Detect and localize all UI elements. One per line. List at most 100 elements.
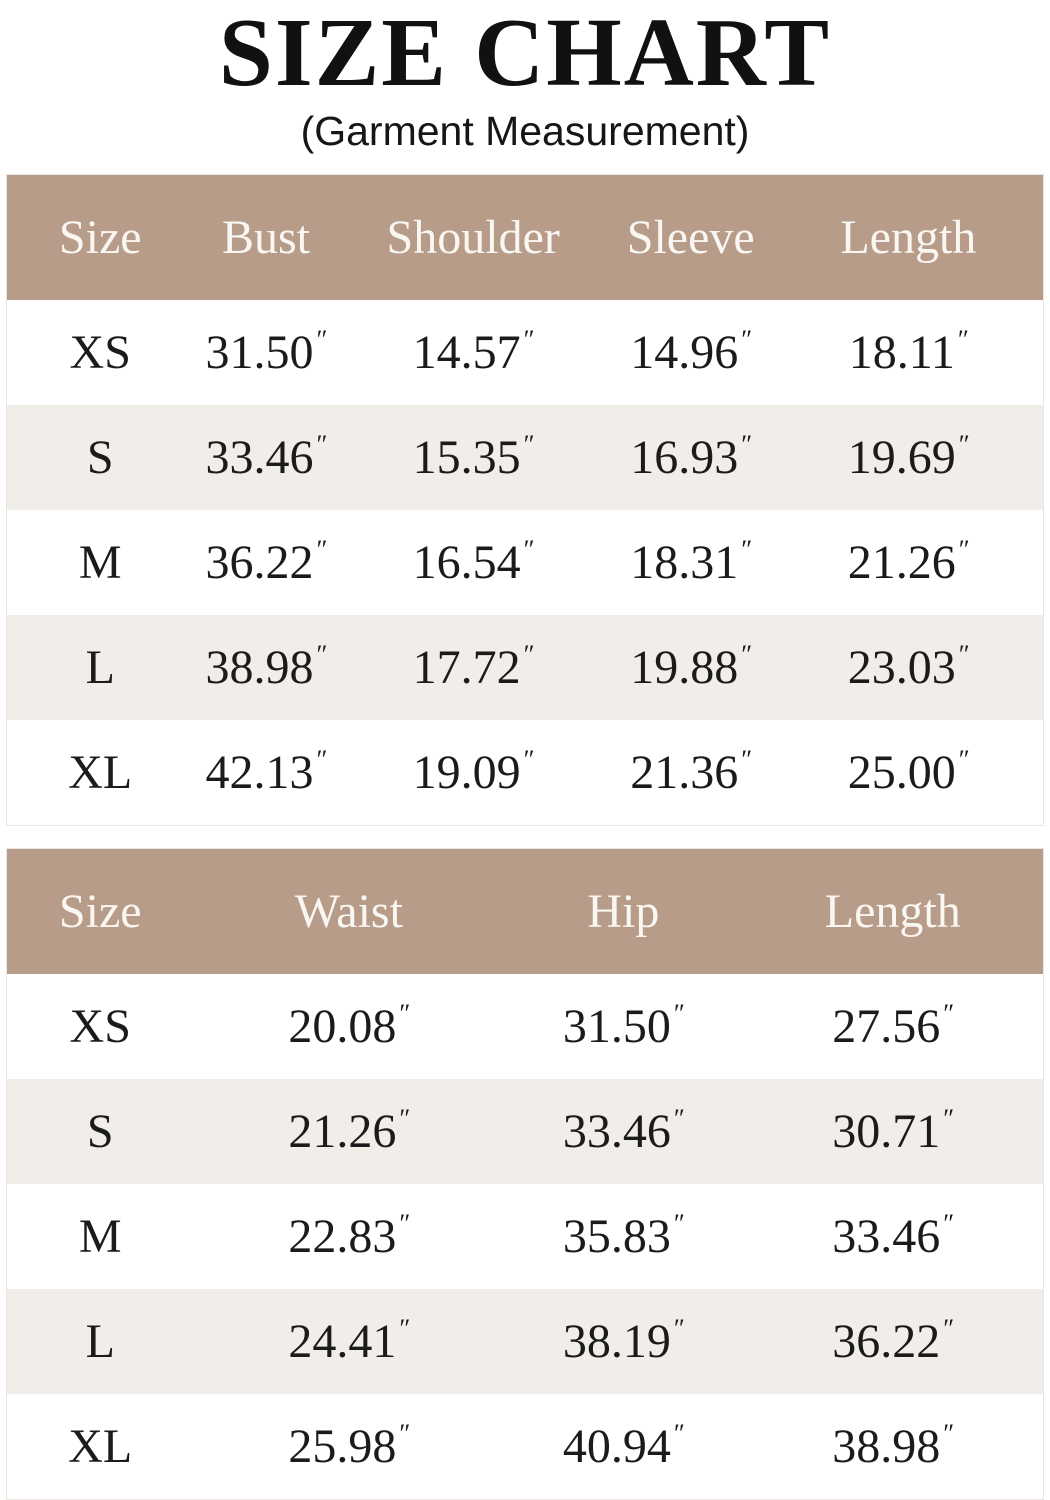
measurement-cell: 33.46 ″ <box>193 405 338 510</box>
size-cell: XS <box>69 326 131 379</box>
table-row: L 24.41 ″ 38.19 ″ 36.22 ″ <box>7 1289 1043 1394</box>
measurement-value: 19.88 <box>630 641 739 694</box>
table-row: M 22.83 ″ 35.83 ″ 33.46 ″ <box>7 1184 1043 1289</box>
inch-mark: ″ <box>523 638 535 669</box>
measurement-cell: 21.36 ″ <box>608 720 774 825</box>
inch-mark: ″ <box>399 1207 410 1238</box>
measurement-cell: 21.26 ″ <box>774 510 1043 615</box>
size-cell: M <box>78 1210 122 1263</box>
measurement-value: 22.83 <box>288 1210 397 1263</box>
measurement-value: 19.09 <box>412 746 521 799</box>
measurement-cell: 38.98 ″ <box>743 1394 1043 1499</box>
measurement-cell: 38.98 ″ <box>193 615 338 720</box>
inch-mark: ″ <box>316 323 327 354</box>
inch-mark: ″ <box>316 533 327 564</box>
measurement-value: 42.13 <box>205 746 314 799</box>
size-cell: L <box>85 1315 115 1368</box>
size-cell: M <box>78 536 122 589</box>
measurement-value: 18.31 <box>630 536 739 589</box>
measurement-cell: 31.50 ″ <box>504 974 742 1079</box>
inch-mark: ″ <box>523 323 535 354</box>
measurement-value: 19.69 <box>847 431 956 484</box>
page-subtitle: (Garment Measurement) <box>300 108 750 154</box>
column-header: Bust <box>193 175 339 300</box>
measurement-cell: 14.57 ″ <box>339 300 608 405</box>
measurement-value: 35.83 <box>562 1210 671 1263</box>
inch-mark: ″ <box>741 743 752 774</box>
measurement-value: 38.19 <box>562 1315 671 1368</box>
measurement-cell: 18.11 ″ <box>774 300 1043 405</box>
measurement-value: 40.94 <box>562 1420 671 1473</box>
measurement-cell: 42.13 ″ <box>193 720 338 825</box>
size-chart-table-bottom: Size Waist Hip Length XS 20.08 ″ 31.50 ″ 27.56 ″ S… <box>7 849 1043 1499</box>
measurement-value: 36.22 <box>832 1315 941 1368</box>
measurement-cell: 20.08 ″ <box>193 974 504 1079</box>
measurement-value: 31.50 <box>205 326 314 379</box>
measurement-value: 21.36 <box>630 746 739 799</box>
inch-mark: ″ <box>741 428 752 459</box>
column-header: Sleeve <box>607 175 774 300</box>
inch-mark: ″ <box>673 1102 685 1133</box>
inch-mark: ″ <box>673 1312 685 1343</box>
table-row: L 38.98 ″ 17.72 ″ 19.88 ″ 23.03 ″ <box>7 615 1043 720</box>
inch-mark: ″ <box>399 997 410 1028</box>
table-row: M 36.22 ″ 16.54 ″ 18.31 ″ 21.26 ″ <box>7 510 1043 615</box>
measurement-cell: 23.03 ″ <box>774 615 1043 720</box>
measurement-value: 16.54 <box>412 536 521 589</box>
measurement-value: 33.46 <box>205 431 314 484</box>
measurement-cell: 19.88 ″ <box>608 615 774 720</box>
inch-mark: ″ <box>673 1207 685 1238</box>
measurement-value: 38.98 <box>205 641 314 694</box>
size-cell: XS <box>69 1000 131 1053</box>
column-header: Hip <box>504 849 743 974</box>
inch-mark: ″ <box>399 1102 410 1133</box>
measurement-cell: 27.56 ″ <box>743 974 1043 1079</box>
measurement-cell: 36.22 ″ <box>193 510 338 615</box>
measurement-cell: 25.98 ″ <box>193 1394 504 1499</box>
page-title: SIZE CHART <box>218 0 832 106</box>
inch-mark: ″ <box>523 428 535 459</box>
measurement-cell: 33.46 ″ <box>504 1079 742 1184</box>
measurement-value: 17.72 <box>412 641 521 694</box>
measurement-value: 23.03 <box>847 641 956 694</box>
size-cell: L <box>85 641 115 694</box>
measurement-value: 31.50 <box>562 1000 671 1053</box>
measurement-value: 25.98 <box>288 1420 397 1473</box>
measurement-cell: 31.50 ″ <box>193 300 338 405</box>
column-header: Length <box>773 175 1043 300</box>
inch-mark: ″ <box>741 638 752 669</box>
inch-mark: ″ <box>958 533 970 564</box>
measurement-cell: 36.22 ″ <box>743 1289 1043 1394</box>
measurement-value: 36.22 <box>205 536 314 589</box>
inch-mark: ″ <box>741 533 752 564</box>
size-cell: S <box>86 431 114 484</box>
measurement-cell: 16.93 ″ <box>608 405 774 510</box>
table-row: XL 25.98 ″ 40.94 ″ 38.98 ″ <box>7 1394 1043 1499</box>
measurement-value: 33.46 <box>832 1210 941 1263</box>
column-header: Shoulder <box>338 175 608 300</box>
measurement-cell: 35.83 ″ <box>504 1184 742 1289</box>
measurement-value: 24.41 <box>288 1315 397 1368</box>
measurement-value: 38.98 <box>832 1420 941 1473</box>
inch-mark: ″ <box>399 1417 410 1448</box>
measurement-value: 30.71 <box>832 1105 941 1158</box>
inch-mark: ″ <box>316 743 327 774</box>
inch-mark: ″ <box>523 533 535 564</box>
size-chart-table-top-wrap: Size Bust Shoulder Sleeve Length XS 31.50 ″ 14.… <box>6 174 1044 826</box>
measurement-cell: 14.96 ″ <box>608 300 774 405</box>
measurement-value: 16.93 <box>630 431 739 484</box>
column-header: Size <box>7 175 194 300</box>
inch-mark: ″ <box>316 428 327 459</box>
measurement-value: 21.26 <box>847 536 956 589</box>
measurement-cell: 24.41 ″ <box>193 1289 504 1394</box>
inch-mark: ″ <box>943 997 954 1028</box>
size-cell: XL <box>68 746 133 799</box>
measurement-value: 21.26 <box>288 1105 397 1158</box>
column-header: Size <box>7 849 194 974</box>
inch-mark: ″ <box>958 428 970 459</box>
measurement-value: 14.57 <box>412 326 521 379</box>
measurement-cell: 30.71 ″ <box>743 1079 1043 1184</box>
measurement-value: 33.46 <box>562 1105 671 1158</box>
measurement-value: 18.11 <box>848 326 955 379</box>
size-cell: XL <box>68 1420 133 1473</box>
